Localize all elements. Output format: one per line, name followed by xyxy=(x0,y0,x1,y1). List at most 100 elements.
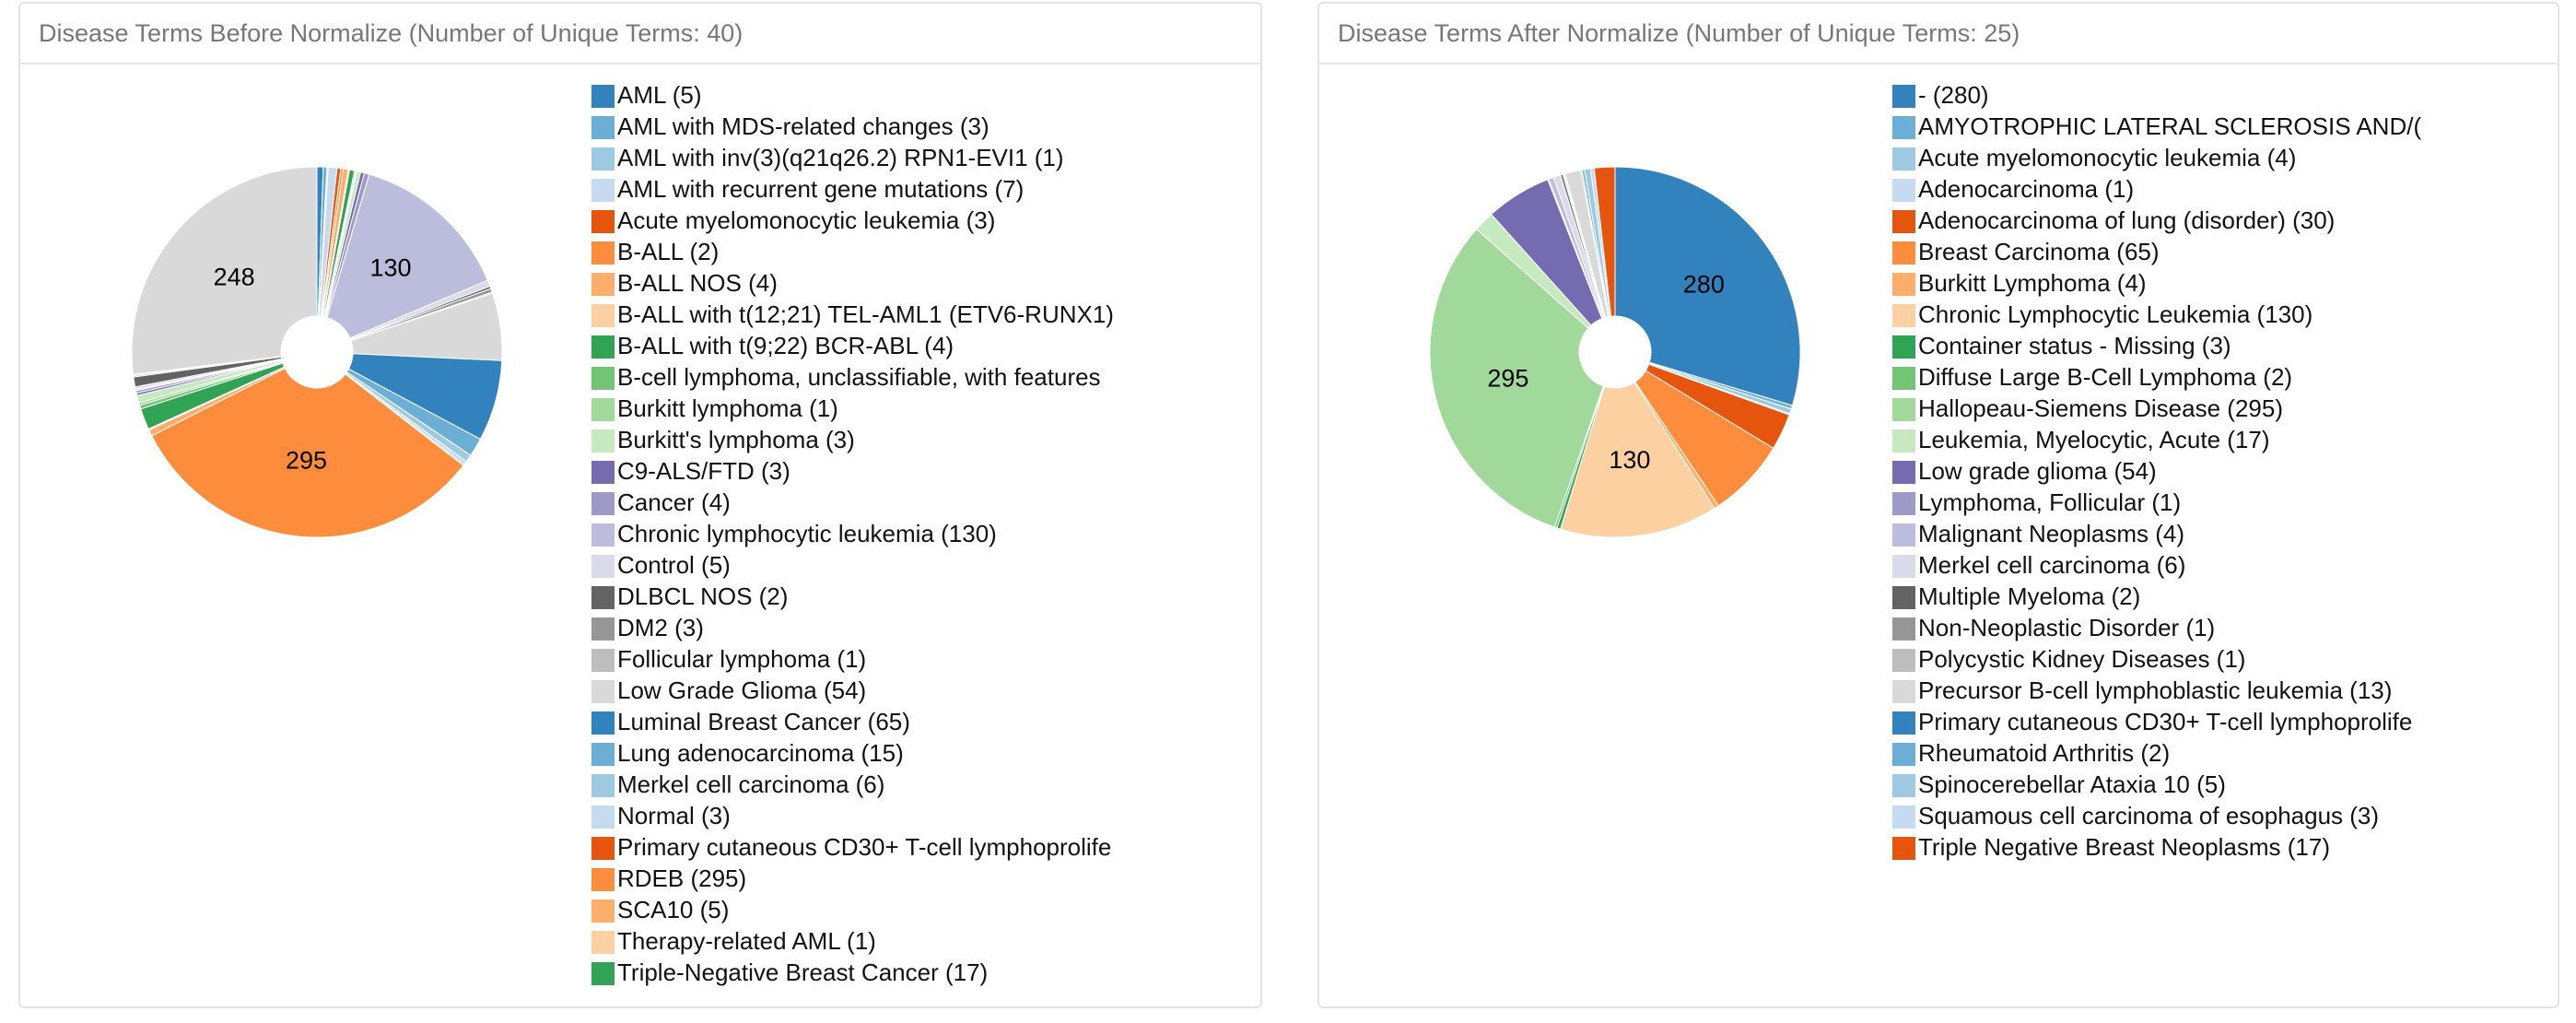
legend-label: B-ALL (2) xyxy=(617,238,719,265)
legend-swatch xyxy=(1892,429,1915,453)
legend-swatch xyxy=(591,649,615,672)
legend-swatch xyxy=(1892,116,1915,139)
legend-swatch xyxy=(1892,805,1915,829)
legend-swatch xyxy=(591,461,615,484)
legend-label: Burkitt lymphoma (1) xyxy=(617,394,838,422)
slice-label: 295 xyxy=(286,447,327,475)
legend-swatch xyxy=(591,523,615,547)
legend-label: Squamous cell carcinoma of esophagus (3) xyxy=(1918,802,2379,829)
chart: 280 130 295 - (280) AMYOTROPHIC LATERAL SCLE… xyxy=(1429,81,2421,861)
slice-label: 280 xyxy=(1683,271,1725,299)
legend-label: Adenocarcinoma of lung (disorder) (30) xyxy=(1918,206,2335,234)
legend-label: DM2 (3) xyxy=(617,614,704,641)
legend-swatch xyxy=(591,900,615,923)
legend-swatch xyxy=(1892,85,1915,108)
legend-label: Container status - Missing (3) xyxy=(1918,332,2231,359)
legend-swatch xyxy=(1892,774,1915,797)
legend-swatch xyxy=(591,868,615,891)
legend-label: Follicular lymphoma (1) xyxy=(617,645,866,673)
legend-label: Leukemia, Myelocytic, Acute (17) xyxy=(1918,426,2270,453)
legend-label: B-ALL NOS (4) xyxy=(617,269,778,297)
legend-swatch xyxy=(591,116,615,139)
legend-swatch xyxy=(591,680,615,703)
legend-swatch xyxy=(1892,273,1915,296)
legend-label: Polycystic Kidney Diseases (1) xyxy=(1918,645,2245,673)
legend-label: Cancer (4) xyxy=(617,488,731,516)
legend-label: Merkel cell carcinoma (6) xyxy=(617,770,884,798)
legend-label: Low Grade Glioma (54) xyxy=(617,676,866,704)
legend-label: Acute myelomonocytic leukemia (3) xyxy=(617,206,995,234)
legend-label: Rheumatoid Arthritis (2) xyxy=(1918,739,2170,767)
legend-label: Triple-Negative Breast Cancer (17) xyxy=(617,958,988,986)
legend-swatch xyxy=(1892,210,1915,233)
slice-label: 295 xyxy=(1487,365,1528,393)
pie-slice xyxy=(1593,166,1616,317)
legend-label: Primary cutaneous CD30+ T-cell lymphopro… xyxy=(1918,708,2412,735)
legend-swatch xyxy=(1892,241,1915,265)
legend-label: Chronic lymphocytic leukemia (130) xyxy=(617,520,997,547)
legend-swatch xyxy=(591,304,615,327)
legend-swatch xyxy=(1892,711,1915,735)
legend-swatch xyxy=(1892,837,1915,860)
legend-swatch xyxy=(591,147,615,170)
legend-label: Hallopeau-Siemens Disease (295) xyxy=(1918,394,2283,422)
legend-swatch xyxy=(591,429,615,453)
legend-label: B-cell lymphoma, unclassifiable, with fe… xyxy=(617,363,1101,391)
legend-swatch xyxy=(1892,461,1915,484)
legend-swatch xyxy=(591,492,615,515)
legend-swatch xyxy=(591,210,615,233)
legend-swatch xyxy=(591,774,615,797)
pie-slice xyxy=(1560,382,1715,538)
panel-title: Disease Terms After Normalize (Number of… xyxy=(1319,4,2558,65)
legend-label: AML with MDS-related changes (3) xyxy=(617,112,989,140)
legend-label: AML with inv(3)(q21q26.2) RPN1-EVI1 (1) xyxy=(617,144,1064,171)
legend-label: Lung adenocarcinoma (15) xyxy=(617,739,904,767)
pie-slice xyxy=(151,367,464,538)
legend-label: Breast Carcinoma (65) xyxy=(1918,238,2160,265)
panel: Disease Terms After Normalize (Number of… xyxy=(1317,2,2559,1008)
pie-slice xyxy=(1614,166,1801,406)
legend-label: SCA10 (5) xyxy=(617,896,729,923)
legend-label: DLBCL NOS (2) xyxy=(617,582,788,610)
legend-label: Low grade glioma (54) xyxy=(1918,457,2157,485)
legend-label: RDEB (295) xyxy=(617,864,746,892)
legend-label: Spinocerebellar Ataxia 10 (5) xyxy=(1918,770,2226,798)
chart: 130 295 248 AML (5) AML with MDS-related cha… xyxy=(131,81,1114,986)
legend-label: Multiple Myeloma (2) xyxy=(1918,582,2140,610)
legend-swatch xyxy=(1892,179,1915,202)
legend-swatch xyxy=(1892,649,1915,672)
legend-label: Non-Neoplastic Disorder (1) xyxy=(1918,614,2215,641)
legend-swatch xyxy=(1892,398,1915,421)
legend-swatch xyxy=(591,179,615,202)
legend-swatch xyxy=(591,711,615,735)
legend-swatch xyxy=(591,837,615,860)
slice-label: 130 xyxy=(1609,446,1650,474)
legend-swatch xyxy=(591,335,615,359)
legend-swatch xyxy=(591,398,615,421)
legend-label: AML with recurrent gene mutations (7) xyxy=(617,175,1024,203)
slice-label: 130 xyxy=(369,254,411,282)
legend-swatch xyxy=(1892,680,1915,703)
legend-swatch xyxy=(1892,586,1915,609)
legend-swatch xyxy=(591,367,615,390)
legend-swatch xyxy=(591,85,615,108)
slice-label: 248 xyxy=(214,264,255,291)
legend-label: Diffuse Large B-Cell Lymphoma (2) xyxy=(1918,363,2292,391)
legend-label: Burkitt Lymphoma (4) xyxy=(1918,269,2147,297)
legend-label: AMYOTROPHIC LATERAL SCLEROSIS AND/( xyxy=(1918,112,2421,140)
legend: - (280) AMYOTROPHIC LATERAL SCLEROSIS AND… xyxy=(1892,81,2421,861)
legend-label: B-ALL with t(12;21) TEL-AML1 (ETV6-RUNX1… xyxy=(617,300,1114,328)
legend-swatch xyxy=(591,931,615,954)
legend-swatch xyxy=(1892,617,1915,641)
panel: Disease Terms Before Normalize (Number o… xyxy=(18,2,1262,1008)
legend-swatch xyxy=(591,241,615,265)
legend-label: Triple Negative Breast Neoplasms (17) xyxy=(1918,833,2330,861)
legend-label: Primary cutaneous CD30+ T-cell lymphopro… xyxy=(617,833,1111,861)
legend-swatch xyxy=(1892,743,1915,766)
legend-label: Adenocarcinoma (1) xyxy=(1918,175,2134,203)
legend-label: B-ALL with t(9;22) BCR-ABL (4) xyxy=(617,332,954,359)
legend-swatch xyxy=(591,273,615,296)
legend-swatch xyxy=(591,555,615,578)
legend-label: Burkitt's lymphoma (3) xyxy=(617,426,855,453)
